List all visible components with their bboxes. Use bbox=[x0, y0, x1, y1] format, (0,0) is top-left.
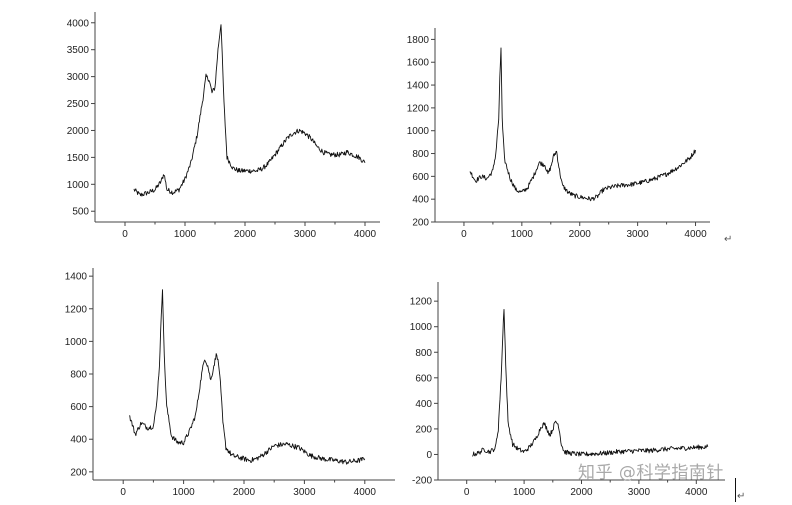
chart-bottom-right: -200 0 200 400 600 800 1000 1200 0 1000 2000 3000 40… bbox=[410, 282, 725, 498]
y-tick-label: 1000 bbox=[67, 180, 90, 191]
y-tick-label: -200 bbox=[412, 476, 432, 487]
y-tick-label: 200 bbox=[412, 218, 429, 229]
y-tick-label: 2500 bbox=[67, 99, 90, 110]
chart-top-right: 200 400 600 800 1000 1200 1400 1600 1800 0 1000 200… bbox=[407, 28, 710, 240]
y-tick-label: 600 bbox=[412, 172, 429, 183]
x-tick-label: 0 bbox=[461, 229, 467, 240]
y-tick-label: 2000 bbox=[67, 126, 90, 137]
x-tick-label: 2000 bbox=[233, 487, 256, 498]
x-tick-label: 4000 bbox=[354, 229, 377, 240]
x-tick-label: 4000 bbox=[354, 487, 377, 498]
x-tick-label: 3000 bbox=[293, 487, 316, 498]
y-tick-label: 800 bbox=[412, 149, 429, 160]
x-tick-label: 0 bbox=[464, 487, 470, 498]
x-tick-label: 4000 bbox=[685, 487, 708, 498]
y-tick-label: 400 bbox=[70, 435, 87, 446]
paragraph-mark-icon: ↵ bbox=[737, 491, 746, 502]
series-line bbox=[472, 308, 709, 457]
x-tick-label: 1000 bbox=[174, 229, 197, 240]
paragraph-mark-icon: ↵ bbox=[724, 234, 733, 245]
x-tick-label: 2000 bbox=[234, 229, 257, 240]
x-tick-label: 1000 bbox=[172, 487, 195, 498]
y-tick-label: 0 bbox=[426, 450, 432, 461]
y-tick-label: 1200 bbox=[65, 304, 88, 315]
y-tick-label: 400 bbox=[412, 195, 429, 206]
series-line bbox=[129, 289, 366, 465]
y-tick-label: 200 bbox=[415, 424, 432, 435]
y-tick-label: 800 bbox=[415, 348, 432, 359]
x-tick-label: 2000 bbox=[570, 487, 593, 498]
x-tick-label: 1000 bbox=[511, 229, 534, 240]
y-tick-label: 1500 bbox=[67, 153, 90, 164]
y-tick-label: 3000 bbox=[67, 72, 90, 83]
x-tick-label: 3000 bbox=[627, 229, 650, 240]
y-tick-label: 1800 bbox=[407, 35, 430, 46]
text-cursor bbox=[735, 478, 736, 502]
series-line bbox=[133, 24, 366, 197]
chart-top-left: 500 1000 1500 2000 2500 3000 3500 4000 0 1000 2000… bbox=[67, 12, 380, 240]
y-tick-label: 500 bbox=[72, 207, 89, 218]
y-tick-label: 1400 bbox=[407, 81, 430, 92]
y-tick-label: 800 bbox=[70, 370, 87, 381]
x-tick-label: 1000 bbox=[513, 487, 536, 498]
y-tick-label: 1000 bbox=[407, 126, 430, 137]
y-tick-label: 600 bbox=[415, 373, 432, 384]
y-tick-label: 400 bbox=[415, 399, 432, 410]
y-tick-label: 200 bbox=[70, 467, 87, 478]
y-tick-label: 600 bbox=[70, 402, 87, 413]
y-tick-label: 1600 bbox=[407, 58, 430, 69]
y-tick-label: 1000 bbox=[65, 337, 88, 348]
x-tick-label: 3000 bbox=[628, 487, 651, 498]
y-tick-label: 1000 bbox=[410, 322, 433, 333]
series-line bbox=[469, 47, 696, 202]
y-tick-label: 1200 bbox=[407, 103, 430, 114]
x-tick-label: 2000 bbox=[569, 229, 592, 240]
y-tick-label: 1400 bbox=[65, 272, 88, 283]
chart-bottom-left: 200 400 600 800 1000 1200 1400 0 1000 2000 3000 400… bbox=[65, 268, 395, 498]
x-tick-label: 4000 bbox=[684, 229, 707, 240]
watermark-text: 知乎 @科学指南针 bbox=[578, 463, 724, 483]
x-tick-label: 0 bbox=[120, 487, 126, 498]
y-tick-label: 3500 bbox=[67, 45, 90, 56]
x-tick-label: 3000 bbox=[294, 229, 317, 240]
x-tick-label: 0 bbox=[122, 229, 128, 240]
y-tick-label: 4000 bbox=[67, 18, 90, 29]
y-tick-label: 1200 bbox=[410, 297, 433, 308]
